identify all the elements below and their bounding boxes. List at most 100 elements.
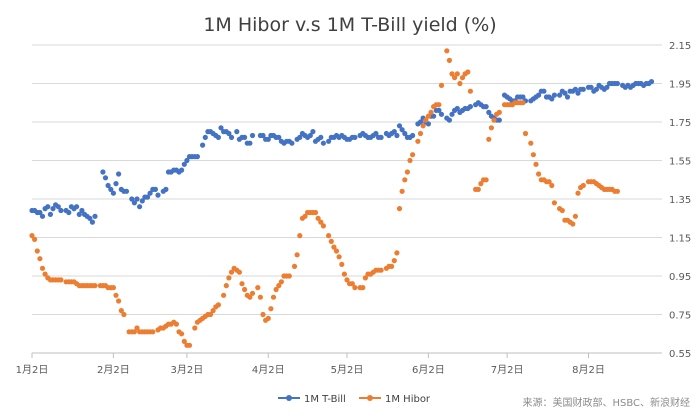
data-point-1m-t-bill (110, 190, 116, 196)
data-point-1m-hibor (575, 190, 581, 196)
data-point-1m-t-bill (394, 132, 400, 139)
data-point-1m-hibor (221, 292, 227, 298)
x-tick-label: 4月2日 (252, 364, 285, 376)
data-point-1m-t-bill (247, 140, 253, 146)
data-point-1m-hibor (336, 254, 342, 260)
data-point-1m-hibor (29, 233, 35, 239)
source-note: 来源：美国财政部、HSBC、新浪财经 (522, 396, 690, 409)
data-point-1m-t-bill (181, 161, 187, 167)
data-point-1m-t-bill (79, 207, 85, 214)
data-point-1m-t-bill (318, 134, 324, 140)
data-point-1m-hibor (496, 109, 502, 115)
data-point-1m-t-bill (194, 154, 200, 160)
data-point-1m-hibor (192, 325, 198, 331)
data-point-1m-hibor (121, 311, 127, 318)
data-point-1m-hibor (551, 200, 558, 206)
data-point-1m-hibor (179, 331, 185, 337)
data-point-1m-t-bill (50, 206, 56, 212)
data-point-1m-hibor (483, 177, 489, 183)
data-point-1m-hibor (34, 248, 40, 254)
y-tick-label: 1.55 (669, 157, 691, 168)
data-point-1m-hibor (278, 279, 284, 285)
data-point-1m-t-bill (92, 213, 98, 219)
data-point-1m-t-bill (562, 90, 568, 96)
data-point-1m-t-bill (200, 142, 206, 148)
data-point-1m-hibor (425, 113, 431, 119)
data-point-1m-t-bill (588, 84, 594, 90)
data-point-1m-t-bill (399, 127, 405, 133)
data-point-1m-hibor (186, 342, 193, 348)
data-point-1m-hibor (341, 271, 347, 277)
data-point-1m-hibor (528, 140, 534, 146)
data-point-1m-hibor (530, 152, 537, 158)
data-point-1m-t-bill (123, 188, 130, 194)
data-point-1m-hibor (249, 290, 256, 296)
data-point-1m-t-bill (549, 96, 555, 102)
data-point-1m-hibor (92, 283, 98, 289)
data-point-1m-hibor (318, 219, 324, 225)
data-point-1m-t-bill (265, 136, 271, 142)
series-1m-hibor (29, 48, 621, 348)
data-point-1m-t-bill (520, 94, 526, 100)
legend-label-1m-tbill: 1M T-Bill (304, 394, 346, 405)
data-point-1m-t-bill (575, 90, 581, 96)
data-point-1m-hibor (320, 223, 326, 229)
data-point-1m-hibor (391, 258, 397, 264)
data-point-1m-hibor (242, 286, 248, 293)
data-point-1m-hibor (559, 207, 565, 214)
data-point-1m-hibor (276, 283, 282, 289)
data-point-1m-t-bill (66, 209, 72, 216)
data-point-1m-t-bill (100, 169, 106, 175)
data-point-1m-hibor (181, 338, 187, 344)
data-point-1m-t-bill (234, 129, 240, 135)
data-point-1m-hibor (328, 238, 334, 244)
data-point-1m-hibor (31, 236, 38, 242)
x-axis-tick-labels: 1月2日 2月2日 3月2日 4月2日 5月2日 6月2日 7月2日 8月2日 (16, 364, 605, 376)
data-point-1m-hibor (360, 285, 366, 291)
legend: 1M T-Bill 1M Hibor (278, 394, 431, 405)
data-point-1m-hibor (446, 57, 452, 64)
data-point-1m-t-bill (373, 130, 379, 137)
data-point-1m-hibor (396, 206, 403, 212)
data-point-1m-t-bill (496, 117, 502, 123)
data-point-1m-t-bill (108, 186, 114, 192)
data-point-1m-t-bill (297, 134, 303, 140)
data-point-1m-hibor (134, 325, 140, 331)
data-point-1m-t-bill (58, 207, 64, 214)
data-point-1m-t-bill (604, 84, 610, 90)
data-point-1m-hibor (173, 321, 179, 327)
data-point-1m-hibor (459, 75, 466, 81)
data-point-1m-hibor (428, 109, 434, 115)
data-point-1m-hibor (436, 102, 442, 108)
data-point-1m-t-bill (184, 157, 190, 164)
data-point-1m-t-bill (129, 196, 135, 202)
data-point-1m-t-bill (105, 182, 111, 189)
data-point-1m-t-bill (37, 209, 43, 216)
data-point-1m-hibor (457, 80, 463, 87)
data-point-1m-hibor (294, 252, 300, 258)
data-point-1m-t-bill (436, 107, 442, 113)
data-point-1m-t-bill (396, 123, 403, 129)
x-tick-label: 5月2日 (331, 364, 364, 376)
y-axis-tick-labels: 0.55 0.75 0.95 1.15 1.35 1.55 1.75 1.95 2.15 (669, 41, 691, 360)
x-tick-label: 8月2日 (572, 364, 605, 376)
data-point-1m-hibor (118, 308, 124, 314)
data-point-1m-t-bill (242, 134, 248, 140)
data-point-1m-t-bill (402, 130, 408, 137)
data-point-1m-hibor (268, 306, 274, 312)
data-point-1m-hibor (362, 275, 368, 281)
data-point-1m-hibor (257, 294, 263, 300)
data-point-1m-t-bill (580, 86, 586, 92)
data-point-1m-t-bill (541, 88, 547, 94)
data-point-1m-hibor (454, 71, 460, 77)
data-point-1m-t-bill (131, 200, 137, 206)
data-point-1m-hibor (404, 169, 410, 175)
data-point-1m-hibor (270, 294, 277, 300)
data-point-1m-hibor (407, 157, 413, 164)
data-point-1m-hibor (522, 130, 529, 137)
data-point-1m-hibor (131, 329, 137, 335)
data-point-1m-hibor (415, 138, 421, 144)
data-point-1m-t-bill (307, 132, 313, 139)
data-point-1m-hibor (570, 221, 576, 227)
data-point-1m-t-bill (45, 204, 51, 210)
